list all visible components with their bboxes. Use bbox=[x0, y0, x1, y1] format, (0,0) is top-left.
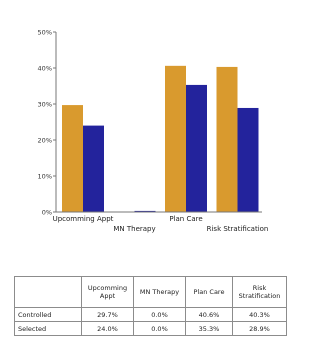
bar-selected-1 bbox=[134, 210, 156, 212]
table-cell: 28.9% bbox=[232, 321, 287, 336]
y-tick-label: 40% bbox=[38, 65, 52, 73]
column-header: Upcomming Appt bbox=[81, 276, 134, 308]
bar-controlled-2 bbox=[165, 65, 186, 212]
table-cell: 24.0% bbox=[81, 321, 134, 336]
table-corner bbox=[14, 276, 82, 308]
bar-controlled-3 bbox=[216, 66, 238, 212]
row-label: Selected bbox=[14, 321, 82, 336]
column-header: Risk Stratification bbox=[232, 276, 287, 308]
y-tick-label: 20% bbox=[38, 137, 52, 145]
y-tick-label: 50% bbox=[38, 29, 52, 37]
table-cell: 35.3% bbox=[185, 321, 233, 336]
bar-selected-3 bbox=[237, 107, 259, 212]
y-axis-ticks: 0% 10% 20% 30% 40% 50% bbox=[38, 29, 56, 217]
bar-selected-2 bbox=[186, 84, 207, 212]
axes bbox=[55, 32, 262, 213]
x-category-label: Plan Care bbox=[169, 215, 202, 223]
data-table: Upcomming Appt MN Therapy Plan Care Risk… bbox=[14, 276, 287, 336]
table-row: Selected 24.0% 0.0% 35.3% 28.9% bbox=[14, 321, 287, 336]
x-category-label: MN Therapy bbox=[113, 225, 155, 233]
y-tick-label: 30% bbox=[38, 101, 52, 109]
y-tick-label: 10% bbox=[38, 173, 52, 181]
table-header-row: Upcomming Appt MN Therapy Plan Care Risk… bbox=[14, 276, 287, 308]
column-header: MN Therapy bbox=[133, 276, 186, 308]
table-cell: 0.0% bbox=[133, 307, 186, 322]
bars bbox=[62, 65, 259, 212]
bar-chart: 0% 10% 20% 30% 40% 50% Upcomming Appt MN Thera… bbox=[38, 29, 269, 234]
bar-controlled-0 bbox=[62, 105, 83, 212]
data-table-container: Upcomming Appt MN Therapy Plan Care Risk… bbox=[14, 276, 287, 336]
x-category-label: Upcomming Appt bbox=[53, 215, 114, 223]
bar-selected-0 bbox=[83, 125, 104, 212]
table-cell: 40.3% bbox=[232, 307, 287, 322]
y-tick-label: 0% bbox=[42, 209, 52, 217]
column-header: Plan Care bbox=[185, 276, 233, 308]
table-cell: 40.6% bbox=[185, 307, 233, 322]
table-cell: 29.7% bbox=[81, 307, 134, 322]
row-label: Controlled bbox=[14, 307, 82, 322]
x-axis-labels: Upcomming Appt MN Therapy Plan Care Risk St… bbox=[53, 215, 269, 233]
table-row: Controlled 29.7% 0.0% 40.6% 40.3% bbox=[14, 307, 287, 322]
x-category-label: Risk Stratification bbox=[207, 225, 269, 233]
table-cell: 0.0% bbox=[133, 321, 186, 336]
